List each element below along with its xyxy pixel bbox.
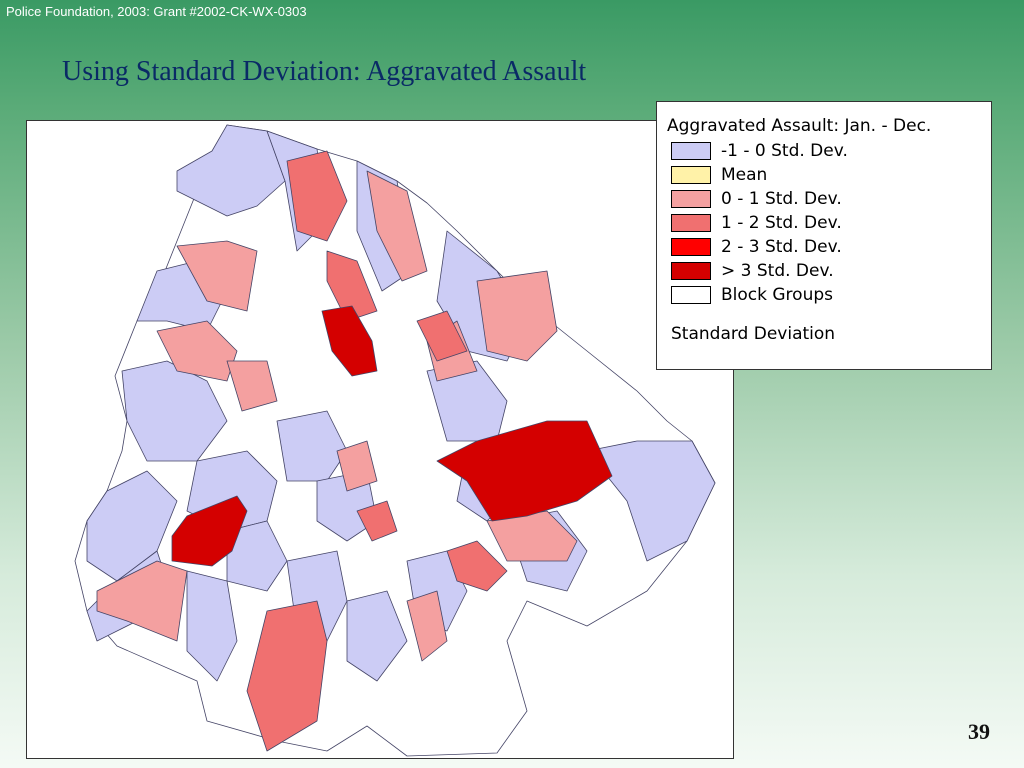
legend-swatch [671, 166, 711, 184]
legend-label: Block Groups [721, 285, 833, 305]
legend-label: Mean [721, 165, 768, 185]
region-red-southeast [446, 540, 508, 592]
region-blue-west-2 [86, 470, 178, 582]
legend-label: 2 - 3 Std. Dev. [721, 237, 842, 257]
region-blue-center-2 [226, 520, 288, 592]
legend-swatch [671, 262, 711, 280]
region-red-north-2 [326, 250, 378, 322]
legend-item: 0 - 1 Std. Dev. [671, 189, 842, 209]
legend-swatch [671, 238, 711, 256]
legend-label: 1 - 2 Std. Dev. [721, 213, 842, 233]
legend-title: Aggravated Assault: Jan. - Dec. [667, 116, 932, 136]
legend-item: Mean [671, 165, 767, 185]
legend-swatch [671, 286, 711, 304]
region-pink-northeast [476, 270, 558, 362]
region-pink-center [336, 440, 378, 492]
legend-item: 2 - 3 Std. Dev. [671, 237, 842, 257]
map-legend: Aggravated Assault: Jan. - Dec. -1 - 0 S… [656, 101, 992, 370]
region-red-north [286, 150, 348, 242]
legend-swatch [671, 214, 711, 232]
slide-title: Using Standard Deviation: Aggravated Ass… [62, 56, 587, 87]
legend-label: -1 - 0 Std. Dev. [721, 141, 848, 161]
slide-number: 39 [968, 719, 990, 744]
region-red-south [246, 600, 328, 752]
region-pink-northwest [176, 240, 258, 312]
legend-item: Block Groups [671, 285, 833, 305]
region-blue-far-east [586, 440, 716, 562]
region-darkred-southwest [171, 495, 248, 567]
region-red-east [416, 310, 468, 362]
region-darkred-east [436, 420, 613, 522]
choropleth-map [74, 124, 716, 757]
map-panel [26, 120, 734, 759]
region-blue-center [276, 410, 348, 482]
region-pink-west-2 [226, 360, 278, 412]
region-blue-south-2 [346, 590, 408, 682]
legend-label: 0 - 1 Std. Dev. [721, 189, 842, 209]
region-red-center [356, 500, 398, 542]
legend-label: > 3 Std. Dev. [721, 261, 834, 281]
legend-footer: Standard Deviation [671, 324, 836, 344]
legend-item: -1 - 0 Std. Dev. [671, 141, 848, 161]
legend-swatch [671, 142, 711, 160]
slide-credit: Police Foundation, 2003: Grant #2002-CK-… [6, 4, 307, 19]
legend-item: 1 - 2 Std. Dev. [671, 213, 842, 233]
region-pink-southwest [96, 560, 188, 642]
legend-item: > 3 Std. Dev. [671, 261, 834, 281]
region-pink-north [366, 170, 428, 282]
region-blue-south-center [186, 570, 238, 682]
legend-swatch [671, 190, 711, 208]
region-pink-south [406, 590, 448, 662]
region-darkred-north [321, 305, 378, 377]
